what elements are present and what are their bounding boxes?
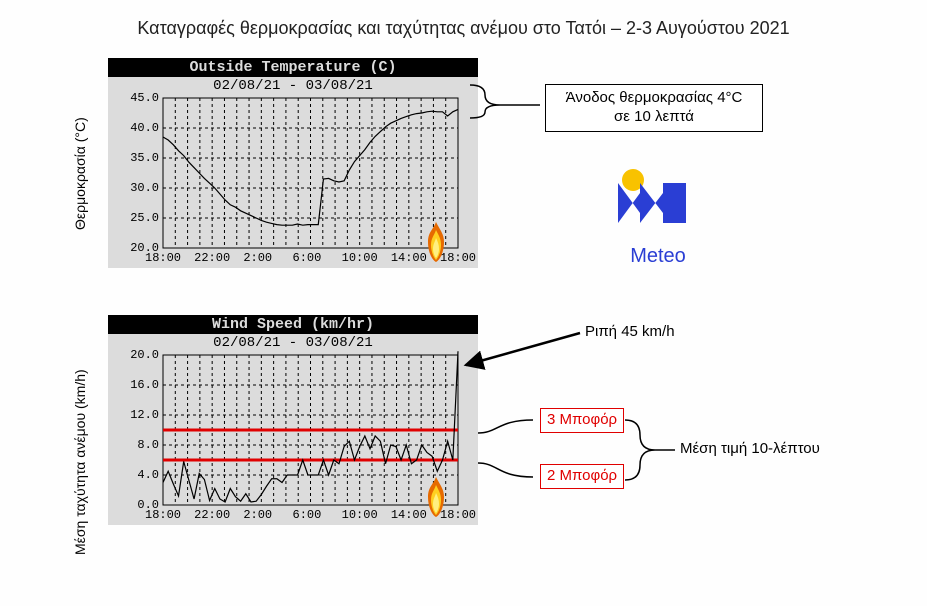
y-tick-label: 35.0 [114,151,159,165]
bf-brace [625,405,685,495]
bottom-plot-svg [163,355,458,505]
gust-arrow [460,325,590,375]
gust-label: Ριπή 45 km/h [585,323,675,340]
x-tick-label: 2:00 [243,251,272,265]
x-tick-label: 22:00 [194,251,230,265]
bf2-box: 2 Μποφόρ [540,464,624,489]
x-tick-label: 2:00 [243,508,272,522]
y-tick-label: 25.0 [114,211,159,225]
y-tick-label: 12.0 [114,408,159,422]
meteo-logo: Meteo [608,168,708,268]
bf3-box: 3 Μποφόρ [540,408,624,433]
y-tick-label: 8.0 [114,438,159,452]
x-tick-label: 6:00 [293,251,322,265]
x-tick-label: 6:00 [293,508,322,522]
y-tick-label: 4.0 [114,468,159,482]
fire-icon [419,220,453,269]
bottom-chart-subheader: 02/08/21 - 03/08/21 [108,334,478,352]
x-tick-label: 10:00 [342,251,378,265]
top-y-axis-title: Θερμοκρασία (°C) [72,117,88,230]
bf-connectors [478,395,548,500]
x-tick-label: 18:00 [145,251,181,265]
meteo-logo-label: Meteo [608,245,708,268]
y-tick-label: 40.0 [114,121,159,135]
bottom-plot-area [163,355,458,505]
y-tick-label: 16.0 [114,378,159,392]
bottom-chart-header: Wind Speed (km/hr) [108,315,478,334]
x-tick-label: 10:00 [342,508,378,522]
top-callout-line1: Άνοδος θερμοκρασίας 4°C [554,89,754,108]
y-tick-label: 30.0 [114,181,159,195]
top-callout-connector [470,80,550,120]
top-callout-line2: σε 10 λεπτά [554,108,754,127]
y-tick-label: 20.0 [114,348,159,362]
fire-icon [419,475,453,524]
top-chart-subheader: 02/08/21 - 03/08/21 [108,77,478,95]
top-plot-area [163,98,458,248]
x-tick-label: 22:00 [194,508,230,522]
top-callout-box: Άνοδος θερμοκρασίας 4°C σε 10 λεπτά [545,84,763,132]
top-plot-svg [163,98,458,248]
avg-label: Μέση τιμή 10-λέπτου [680,440,820,457]
main-title: Καταγραφές θερμοκρασίας και ταχύτητας αν… [0,18,927,39]
y-tick-label: 45.0 [114,91,159,105]
top-chart-header: Outside Temperature (C) [108,58,478,77]
x-tick-label: 18:00 [145,508,181,522]
bottom-y-axis-title: Μέση ταχύτητα ανέμου (km/h) [72,369,88,555]
